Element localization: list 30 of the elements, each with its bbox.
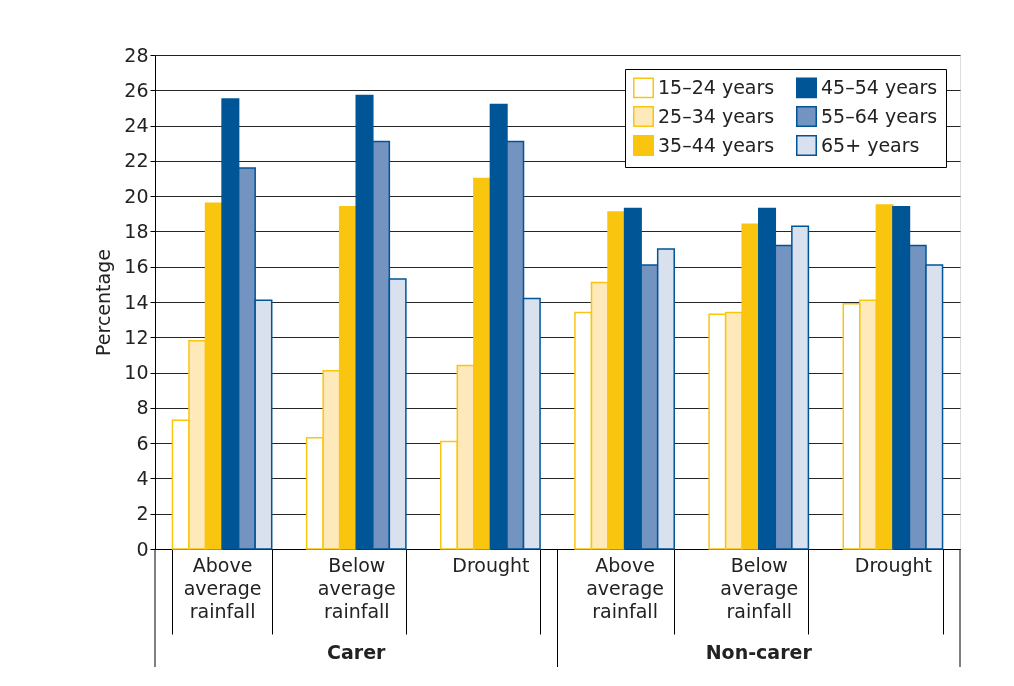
legend-label: 65+ years (821, 133, 920, 156)
y-axis-title: Percentage (92, 249, 115, 356)
y-tick-label: 8 (136, 396, 149, 419)
y-tick-label: 24 (124, 114, 149, 137)
legend-label: 55–64 years (821, 104, 938, 127)
y-tick-label: 16 (124, 255, 149, 278)
x-tick-label: Above average rainfall (183, 553, 262, 622)
legend-label: 45–54 years (821, 75, 938, 98)
y-tick-label: 14 (124, 290, 149, 313)
x-tick-label: Above average rainfall (586, 553, 664, 622)
y-tick-label: 22 (124, 149, 149, 172)
y-tick-label: 0 (136, 537, 149, 560)
y-tick-label: 20 (124, 184, 149, 207)
text: Non-carer (705, 641, 813, 663)
y-tick-label: 2 (136, 502, 149, 525)
y-tick-label: 10 (124, 361, 149, 384)
legend-label: 25–34 years (658, 104, 775, 127)
x-tick-label: Below average rainfall (317, 553, 396, 622)
text: Carer (327, 641, 387, 663)
x-tick-label: Drought (854, 553, 933, 576)
legend-label: 35–44 years (658, 133, 775, 156)
y-tick-label: 6 (136, 431, 149, 454)
y-tick-label: 12 (124, 325, 149, 348)
x-tick-label: Below average rainfall (720, 553, 799, 622)
y-tick-label: 28 (124, 43, 149, 66)
y-tick-label: 4 (136, 466, 149, 489)
x-tick-label: Drought (452, 553, 530, 576)
y-tick-label: 26 (124, 78, 149, 101)
legend-label: 15–24 years (658, 75, 775, 98)
y-tick-label: 18 (124, 219, 149, 242)
